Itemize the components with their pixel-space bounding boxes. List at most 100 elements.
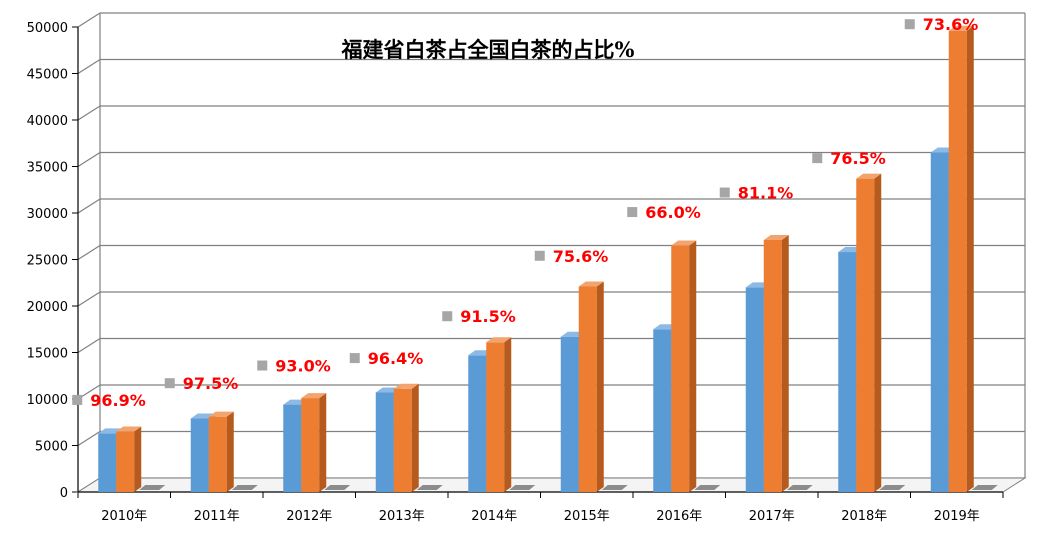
y-tick-label: 50000 [27, 21, 68, 36]
y-tick-label: 10000 [27, 393, 68, 408]
ratio-label: 96.9% [90, 391, 146, 410]
ratio-stub [879, 485, 906, 490]
bar-series2-front [948, 30, 967, 492]
ratio-marker [904, 19, 915, 30]
ratio-marker [627, 207, 638, 218]
bar-series2-side [226, 411, 234, 492]
ratio-marker [812, 153, 823, 164]
gridline-side [77, 58, 101, 75]
gridline-side [77, 291, 101, 307]
ratio-label: 73.6% [923, 15, 979, 34]
ratio-label: 81.1% [738, 184, 794, 203]
ratio-marker [442, 311, 453, 322]
x-tick-label: 2010年 [101, 509, 147, 524]
ratio-stub [139, 485, 166, 490]
x-tick-label: 2018年 [841, 509, 887, 524]
bar-series2-side [874, 173, 882, 492]
bar-series2 [578, 281, 604, 492]
ratio-marker [534, 250, 545, 261]
bar-series1-front [930, 152, 949, 493]
bar-series2-top [856, 173, 882, 179]
gridline-side [77, 198, 101, 214]
y-tick-label: 5000 [35, 440, 68, 455]
bar-series1-front [375, 392, 394, 492]
bar-series2-top [393, 383, 419, 389]
bar-series2-top [486, 337, 512, 343]
x-tick-label: 2016年 [656, 509, 702, 524]
bar-series2-top [301, 393, 327, 399]
ratio-label: 66.0% [645, 203, 701, 222]
bar-series2-side [596, 281, 604, 492]
bar-series2 [671, 240, 697, 492]
bar-series1-front [838, 252, 857, 492]
x-tick-label: 2011年 [194, 509, 240, 524]
bar-series1-front [98, 433, 117, 492]
ratio-marker [349, 353, 360, 364]
y-tick-label: 15000 [27, 347, 68, 362]
bar-series2 [393, 383, 419, 492]
y-tick-label: 25000 [27, 254, 68, 269]
bar-series1-front [283, 404, 302, 492]
chart-title: 福建省白茶占全国白茶的占比% [341, 37, 635, 62]
ratio-label: 97.5% [183, 374, 239, 393]
gridline-side [77, 105, 101, 121]
x-tick-label: 2012年 [286, 509, 332, 524]
x-tick-label: 2015年 [564, 509, 610, 524]
marker-layer: 96.9% 97.5% 93.0% 96.4% 91.5% 75.6% 66.0% 81.1%… [72, 15, 978, 410]
gridline-side [77, 151, 101, 168]
ratio-stub [509, 485, 536, 490]
bar-series2 [763, 234, 789, 492]
ratio-stub [231, 485, 258, 490]
y-tick-label: 20000 [27, 300, 68, 315]
gridline-side [77, 244, 101, 261]
bar-series2-side [504, 337, 512, 492]
x-tick-label: 2013年 [379, 509, 425, 524]
ratio-stub [786, 485, 813, 490]
bar-series2 [116, 426, 142, 492]
bar-series2-top [763, 234, 789, 240]
y-tick-label: 30000 [27, 207, 68, 222]
ratio-label: 75.6% [553, 247, 609, 266]
bar-series2-front [578, 286, 597, 492]
bar-series2-side [411, 383, 419, 492]
y-tick-label: 40000 [27, 114, 68, 129]
bar-series2-front [763, 239, 782, 492]
ratio-stub [601, 485, 628, 490]
tick-layer: 0 5000 10000 15000 20000 25000 30000 35000 40000… [27, 21, 1004, 524]
bar-series2-front [486, 342, 505, 492]
ratio-marker [164, 378, 175, 389]
y-tick-label: 35000 [27, 161, 68, 176]
bar-series2-front [856, 178, 875, 492]
bar-series1-front [190, 418, 209, 492]
y-tick-label: 0 [60, 486, 68, 501]
ratio-label: 93.0% [275, 357, 331, 376]
bar-series2-side [689, 240, 697, 492]
ratio-label: 96.4% [368, 349, 424, 368]
x-tick-label: 2014年 [471, 509, 517, 524]
ratio-marker [72, 394, 83, 405]
ratio-marker [257, 360, 268, 371]
bar-series2 [948, 25, 974, 492]
bar-series1-front [653, 329, 672, 492]
bar-series2 [486, 337, 512, 492]
x-tick-label: 2017年 [749, 509, 795, 524]
ratio-stub [694, 485, 721, 490]
bar-series1-front [468, 355, 487, 492]
bar-series2-top [578, 281, 604, 287]
bar-series2-top [948, 25, 974, 31]
ratio-label: 76.5% [830, 149, 886, 168]
gridline-side [77, 430, 101, 447]
gridline-side [77, 337, 101, 354]
bar-series1-front [745, 287, 764, 492]
bar-series2-top [116, 426, 142, 432]
bar-series2-top [671, 240, 697, 246]
gridline-side [77, 12, 101, 28]
bar-series2-front [671, 245, 690, 492]
bar-series2-side [319, 393, 327, 492]
bar-series2-front [301, 398, 320, 492]
bar-series2-front [116, 431, 135, 492]
ratio-stub [416, 485, 443, 490]
bar-series2-side [134, 426, 142, 492]
bar-series2-side [781, 234, 789, 492]
